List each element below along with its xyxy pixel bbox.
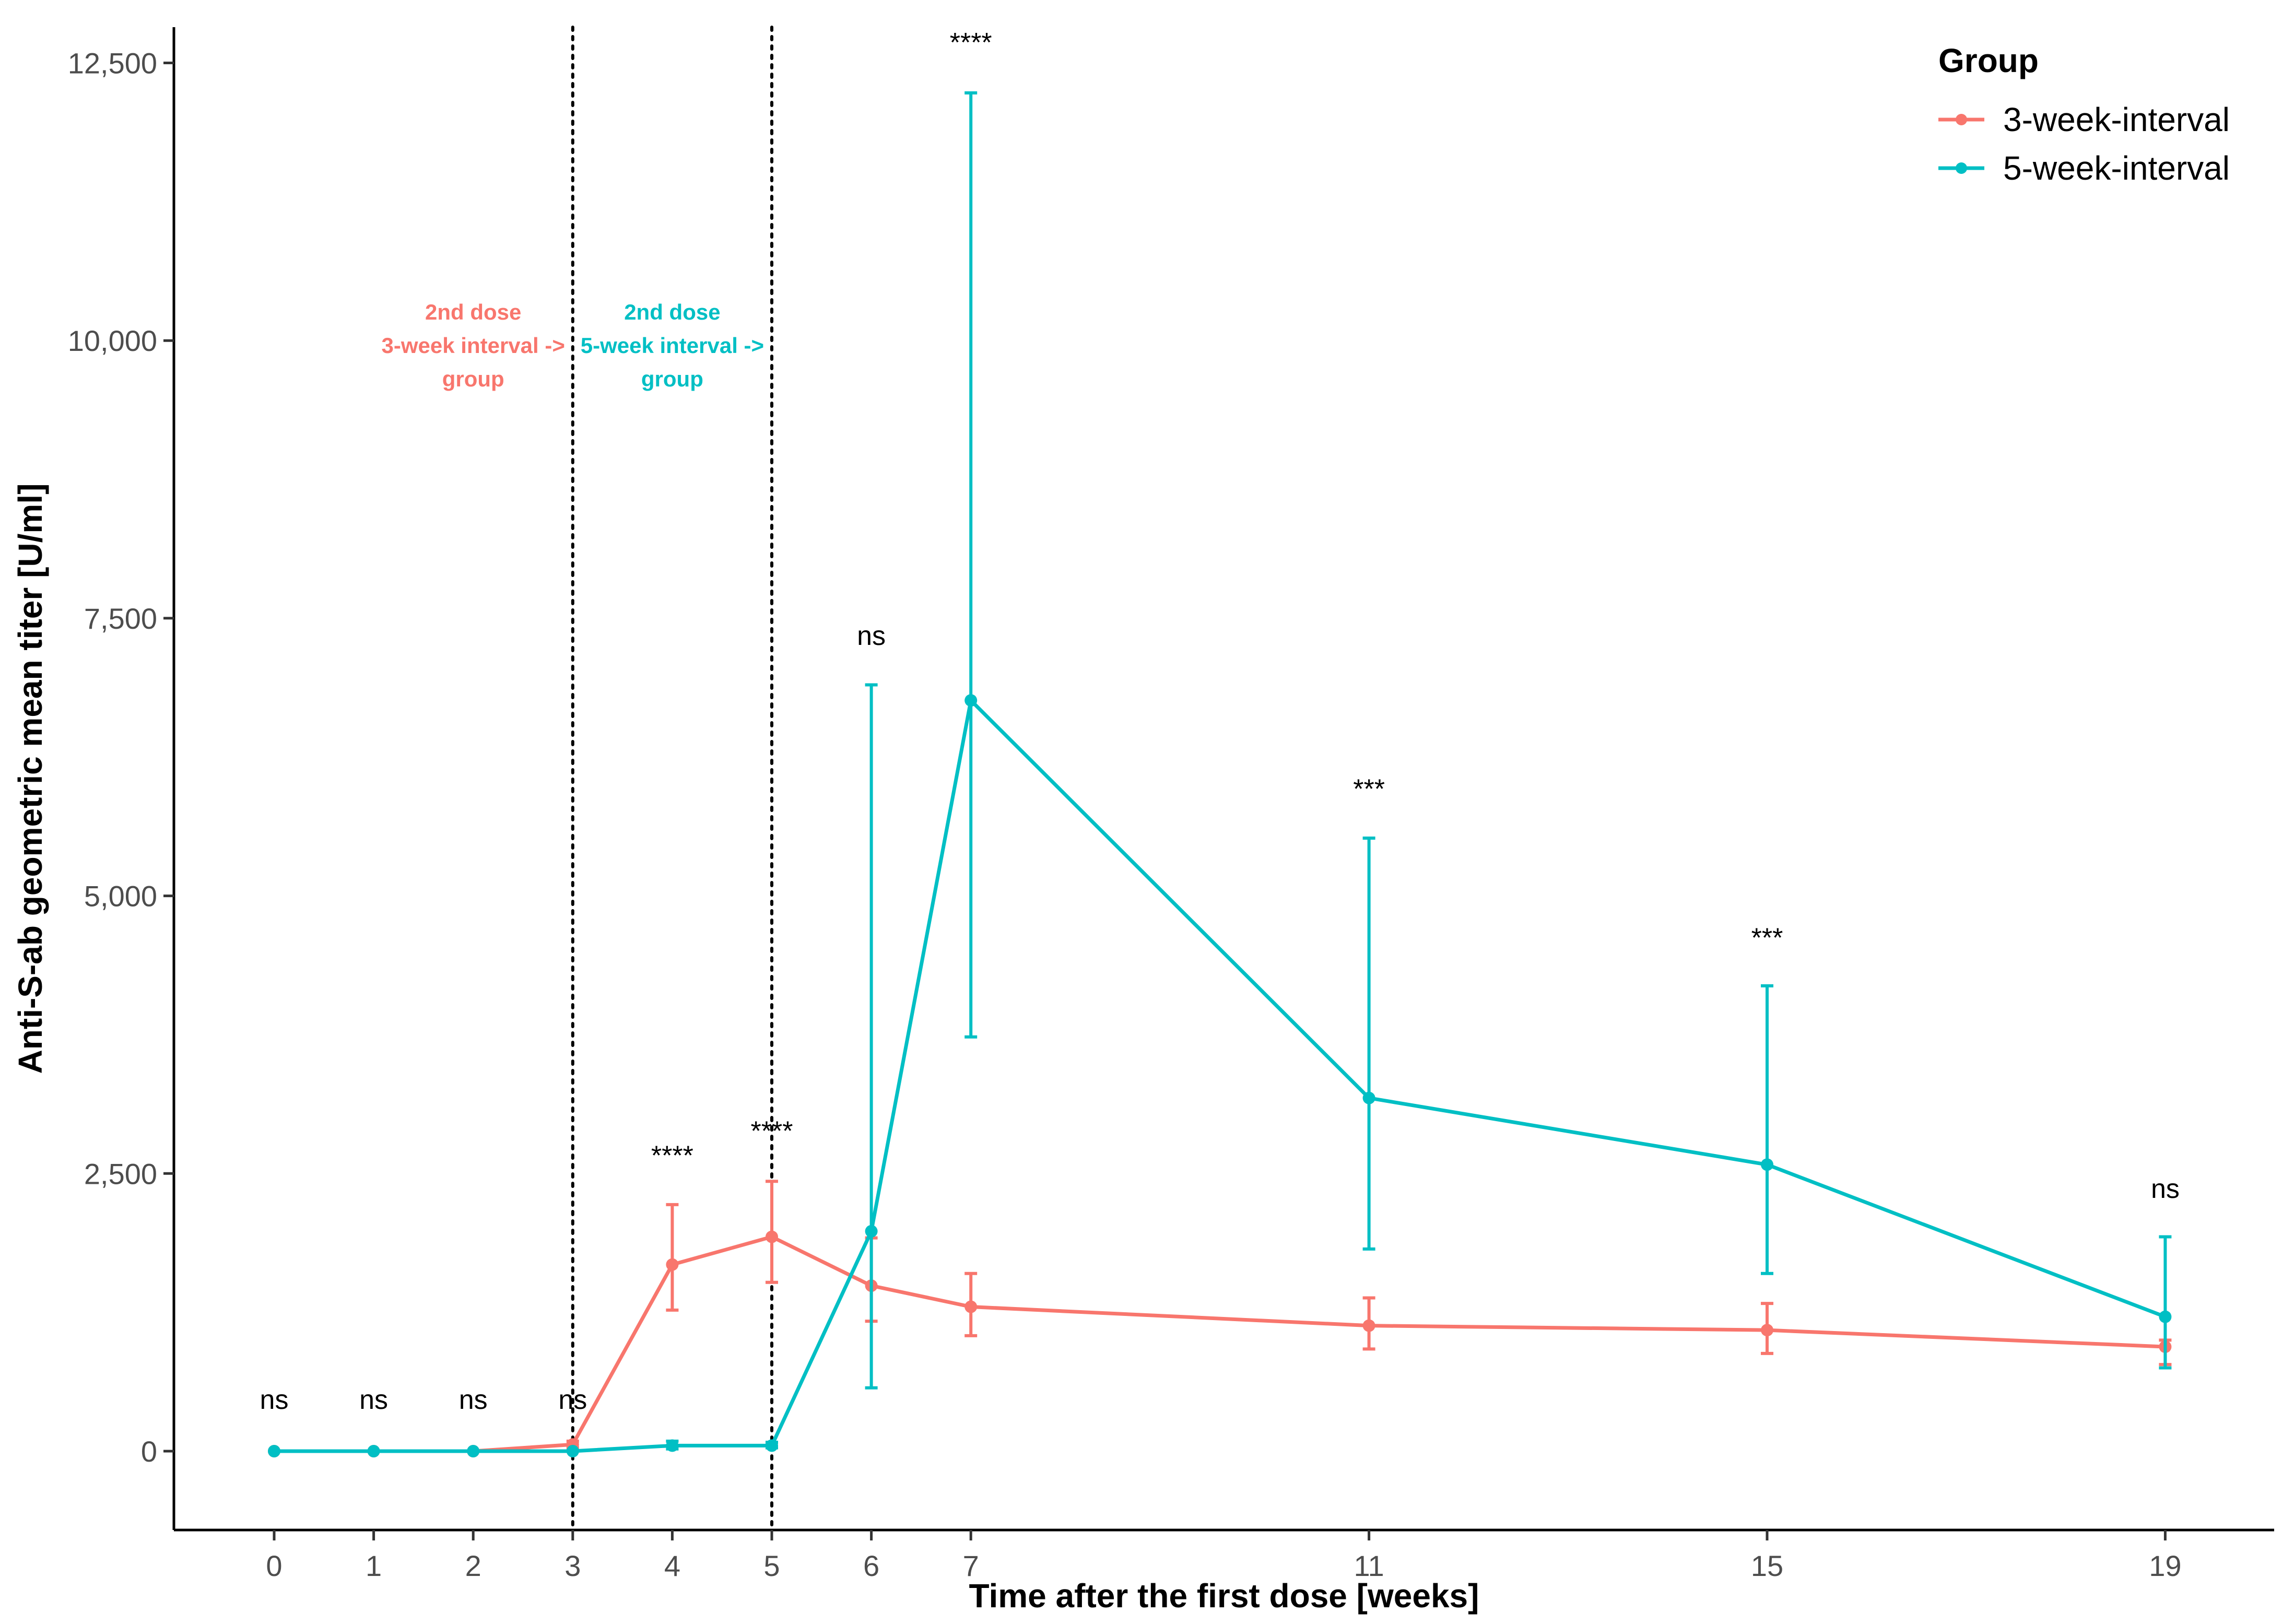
y-tick-label: 0 — [141, 1435, 157, 1468]
data-point-3-week-interval — [666, 1258, 679, 1271]
axes — [172, 27, 2274, 1532]
data-point-3-week-interval — [1362, 1319, 1375, 1332]
data-point-5-week-interval — [766, 1439, 778, 1452]
legend-label-3-week: 3-week-interval — [2003, 101, 2230, 138]
legend-label-5-week: 5-week-interval — [2003, 149, 2230, 187]
data-point-5-week-interval — [2159, 1310, 2172, 1323]
x-tick-label: 3 — [564, 1549, 581, 1582]
data-point-5-week-interval — [865, 1225, 878, 1238]
x-tick-label: 5 — [763, 1549, 780, 1582]
x-tick-label: 2 — [465, 1549, 481, 1582]
significance-label: ns — [857, 621, 886, 651]
x-tick-label: 0 — [266, 1549, 282, 1582]
significance-labels: ns ns ns ns********ns**********ns — [260, 28, 2180, 1415]
significance-label: **** — [751, 1116, 793, 1146]
x-axis-title: Time after the first dose [weeks] — [969, 1577, 1479, 1615]
x-tick-label: 4 — [664, 1549, 680, 1582]
y-tick-label: 12,500 — [68, 47, 157, 80]
data-point-5-week-interval — [1362, 1091, 1375, 1104]
data-point-5-week-interval — [367, 1445, 380, 1457]
significance-label: **** — [651, 1140, 693, 1171]
significance-label: ns — [558, 1385, 587, 1415]
x-tick-label: 11 — [1354, 1549, 1384, 1582]
dose-annotations: 2nd dose 3-week interval -> group 2nd dose 5… — [382, 300, 764, 391]
legend-key-3-week-dot — [1956, 114, 1967, 125]
series — [268, 91, 2172, 1457]
significance-label: ns — [459, 1385, 488, 1415]
significance-label: *** — [1353, 774, 1385, 804]
x-tick-label: 15 — [1751, 1549, 1783, 1582]
legend-item-5-week: 5-week-interval — [1938, 149, 2230, 187]
data-point-5-week-interval — [566, 1445, 579, 1457]
dose-annotation-line: group — [442, 367, 504, 391]
x-tick-label: 6 — [863, 1549, 879, 1582]
y-axis-title: Anti-S-ab geometric mean titer [U/ml] — [11, 484, 49, 1074]
data-point-5-week-interval — [666, 1439, 679, 1452]
x-tick-label: 19 — [2149, 1549, 2181, 1582]
data-point-3-week-interval — [1761, 1324, 1773, 1337]
data-point-3-week-interval — [766, 1230, 778, 1243]
y-tick-label: 10,000 — [68, 324, 157, 357]
y-tick-label: 5,000 — [84, 880, 157, 913]
legend-title: Group — [1938, 42, 2039, 79]
dose-annotation-line: 2nd dose — [425, 300, 521, 324]
significance-label: ns — [260, 1385, 289, 1415]
significance-label: *** — [1751, 923, 1783, 953]
dose-annotation-line: group — [641, 367, 703, 391]
dose-annotation-line: 2nd dose — [624, 300, 720, 324]
legend: Group 3-week-interval 5-week-interval — [1938, 42, 2230, 187]
significance-label: ns — [2151, 1174, 2180, 1204]
x-tick-label: 1 — [366, 1549, 382, 1582]
legend-item-3-week: 3-week-interval — [1938, 101, 2230, 138]
ticks: 0 1 2 3 4 5 6 7 11 15 19 0 2,500 5,000 7,500 10,000 12,5… — [68, 47, 2182, 1583]
data-point-5-week-interval — [268, 1445, 280, 1457]
data-point-5-week-interval — [467, 1445, 480, 1457]
dose-annotation-line: 5-week interval -> — [581, 333, 764, 358]
series-line-5-week-interval — [274, 698, 2166, 1453]
y-tick-label: 2,500 — [84, 1157, 157, 1190]
series-line-3-week-interval — [274, 1235, 2166, 1453]
x-tick-label: 7 — [963, 1549, 979, 1582]
legend-key-5-week-dot — [1956, 162, 1967, 174]
dose-annotation-line: 3-week interval -> — [382, 333, 565, 358]
data-point-5-week-interval — [1761, 1158, 1773, 1171]
data-point-5-week-interval — [964, 694, 978, 707]
y-tick-label: 7,500 — [84, 602, 157, 635]
significance-label: **** — [950, 28, 992, 58]
data-point-3-week-interval — [964, 1300, 978, 1313]
significance-label: ns — [359, 1385, 388, 1415]
